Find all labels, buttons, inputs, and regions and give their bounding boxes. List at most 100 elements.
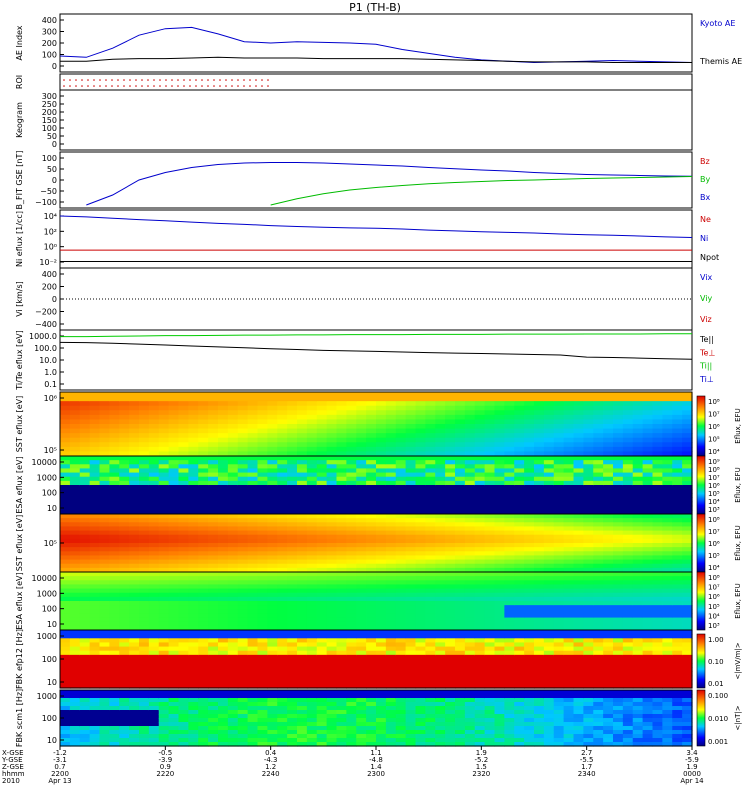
spectrogram-cell (129, 419, 140, 425)
spectrogram-cell (257, 405, 268, 411)
spectrogram-cell (79, 634, 91, 639)
spectrogram-cell (484, 410, 496, 416)
spectrogram-cell (109, 509, 120, 515)
spectrogram-cell (573, 437, 584, 443)
spectrogram-cell (583, 419, 594, 425)
spectrogram-cell (613, 642, 624, 648)
spectrogram-cell (257, 588, 268, 594)
spectrogram-cell (672, 551, 683, 557)
spectrogram-cell (603, 464, 614, 470)
spectrogram-cell (593, 576, 604, 581)
spectrogram-cell (148, 551, 160, 557)
spectrogram-cell (237, 514, 249, 519)
spectrogram-cell (306, 567, 318, 573)
spectrogram-cell (455, 613, 466, 619)
spectrogram-cell (326, 567, 338, 573)
spectrogram-cell (484, 646, 496, 652)
spectrogram-cell (277, 405, 288, 411)
spectrogram-cell (178, 476, 189, 482)
spectrogram-cell (227, 621, 239, 627)
spectrogram-cell (494, 584, 505, 590)
spectrogram-cell (425, 518, 436, 523)
spectrogram-cell (69, 718, 81, 723)
spectrogram-cell (208, 572, 219, 577)
spectrogram-cell (573, 424, 584, 430)
spectrogram-cell (208, 563, 219, 569)
spectrogram-cell (129, 592, 140, 598)
spectrogram-cell (376, 551, 387, 557)
spectrogram-cell (89, 646, 101, 652)
spectrogram-cell (316, 609, 328, 615)
spectrogram-cell (119, 572, 130, 577)
spectrogram-cell (188, 509, 199, 515)
spectrogram-cell (326, 410, 338, 416)
spectrogram-cell (455, 424, 466, 430)
spectrogram-cell (563, 547, 575, 552)
spectrogram-cell (563, 468, 575, 474)
spectrogram-cell (148, 642, 160, 648)
spectrogram-cell (543, 592, 555, 598)
spectrogram-cell (247, 563, 259, 569)
spectrogram-cell (326, 659, 338, 664)
spectrogram-cell (672, 505, 683, 511)
spectrogram-cell (455, 464, 466, 470)
spectrogram-cell (148, 424, 160, 430)
spectrogram-cell (119, 738, 130, 743)
spectrogram-cell (277, 392, 288, 398)
spectrogram-cell (316, 634, 328, 639)
spectrogram-cell (99, 694, 110, 699)
spectrogram-cell (652, 555, 663, 561)
spectrogram-cell (455, 646, 466, 652)
spectrogram-cell (326, 584, 338, 590)
spectrogram-cell (306, 424, 318, 430)
spectrogram-cell (435, 634, 446, 639)
spectrogram-cell (642, 605, 654, 610)
spectrogram-cell (672, 526, 683, 532)
spectrogram-cell (642, 576, 654, 581)
spectrogram-cell (593, 405, 604, 411)
spectrogram-cell (613, 396, 624, 402)
spectrogram-cell (435, 596, 446, 602)
spectrogram-cell (662, 675, 673, 681)
spectrogram-cell (178, 497, 189, 503)
spectrogram-cell (287, 401, 298, 407)
spectrogram-cell (247, 642, 259, 648)
spectrogram-cell (60, 690, 71, 695)
spectrogram-cell (642, 671, 654, 677)
spectrogram-cell (484, 617, 496, 623)
spectrogram-cell (267, 654, 278, 660)
spectrogram-cell (277, 497, 288, 503)
spectrogram-cell (148, 650, 160, 656)
spectrogram-cell (139, 576, 150, 581)
panel-frame (59, 13, 693, 73)
spectrogram-cell (682, 679, 693, 685)
spectrogram-cell (168, 522, 180, 528)
spectrogram-cell (474, 642, 486, 648)
spectrogram-cell (257, 634, 268, 639)
y-tick-label: −200 (35, 308, 57, 317)
spectrogram-cell (445, 464, 456, 470)
spectrogram-cell (534, 588, 545, 594)
spectrogram-cell (603, 468, 614, 474)
spectrogram-cell (632, 667, 644, 673)
spectrogram-cell (119, 424, 130, 430)
spectrogram-cell (89, 476, 101, 482)
spectrogram-cell (563, 530, 575, 536)
spectrogram-cell (642, 526, 654, 532)
spectrogram-cell (69, 563, 81, 569)
spectrogram-cell (237, 601, 249, 606)
spectrogram-cell (425, 551, 436, 557)
spectrogram-cell (218, 698, 229, 703)
spectrogram-cell (553, 446, 565, 453)
spectrogram-cell (277, 396, 288, 402)
spectrogram-cell (534, 584, 545, 590)
spectrogram-cell (474, 534, 486, 540)
spectrogram-cell (455, 442, 466, 448)
spectrogram-cell (316, 596, 328, 602)
spectrogram-cell (484, 485, 496, 490)
spectrogram-cell (534, 446, 545, 453)
spectrogram-cell (553, 428, 565, 434)
spectrogram-cell (366, 424, 377, 430)
spectrogram-cell (613, 547, 624, 552)
spectrogram-cell (603, 671, 614, 677)
